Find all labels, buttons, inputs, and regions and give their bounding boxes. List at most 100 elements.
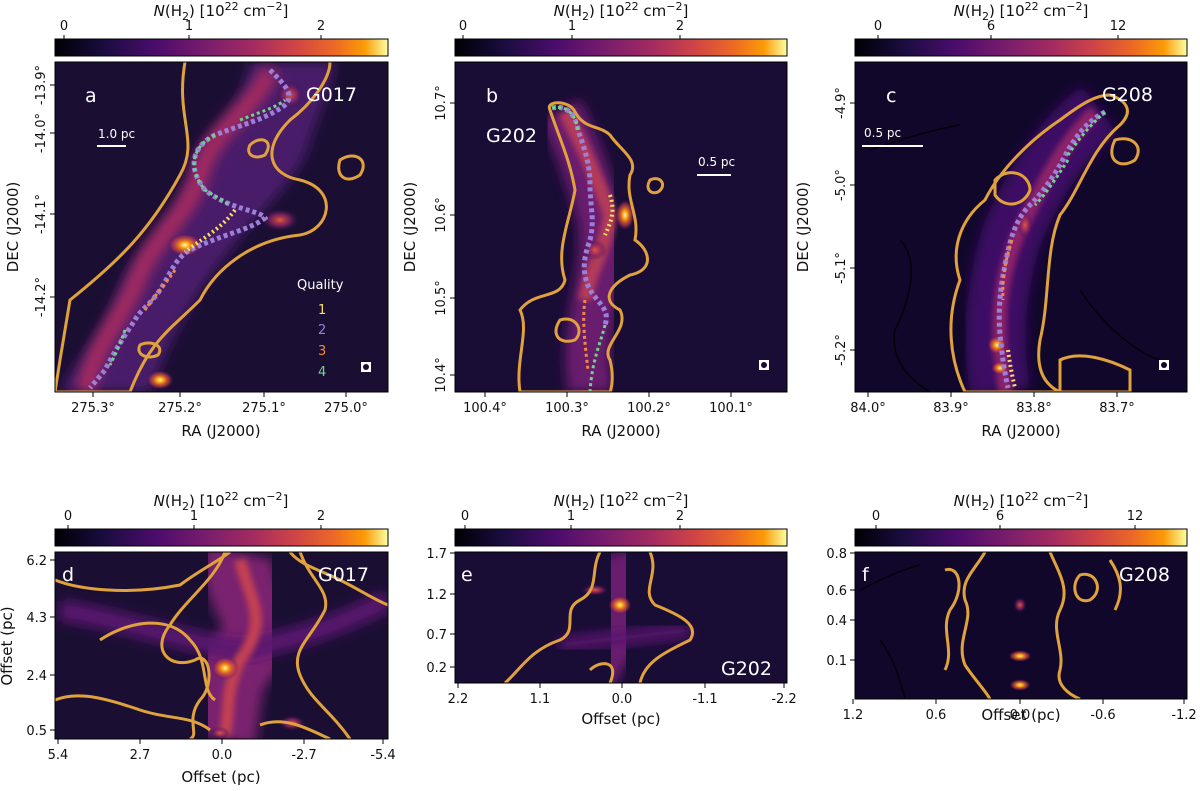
y-tick-label: -14.0°	[34, 113, 49, 153]
x-tick-label: 100.3°	[545, 401, 589, 416]
y-ticks-b: 10.7° 10.6° 10.5° 10.4°	[434, 85, 455, 393]
x-tick-label: -5.4	[370, 748, 395, 763]
scalebar-a: 1.0 pc	[97, 127, 135, 147]
panel-f: N(H2) [1022 cm−2] 0 6 12 f G208 1.2 0.6 0.0 -…	[826, 490, 1196, 724]
x-tick-label: 0.0	[212, 748, 233, 763]
y-ticks-f: 0.8 0.6 0.4 0.1	[826, 547, 855, 669]
panel-letter-f: f	[862, 564, 870, 586]
map-e	[455, 552, 787, 683]
x-tick-label: 83.9°	[933, 401, 968, 416]
legend-entry-3: 3	[318, 344, 326, 359]
panel-a: N(H2) [1022 cm−2] 0 1 2 a G017	[4, 0, 389, 440]
colorbar-tick-label: 6	[987, 19, 995, 34]
colorbar-d	[54, 528, 389, 547]
y-ticks-c: -4.9° -5.0° -5.1° -5.2°	[834, 87, 855, 366]
colorbar-label-a: N(H2) [1022 cm−2]	[154, 0, 289, 23]
x-axis-label-b: RA (J2000)	[581, 422, 660, 440]
x-ticks-a: 275.3° 275.2° 275.1° 275.0°	[71, 392, 368, 416]
colorbar-tick-label: 0	[60, 19, 68, 34]
panel-name-d: G017	[318, 564, 369, 586]
colorbar-tick-label: 0	[459, 19, 467, 34]
y-tick-label: 6.2	[26, 554, 47, 569]
panel-c: N(H2) [1022 cm−2] 0 6 12 c G208 0	[794, 0, 1188, 440]
panel-d: N(H2) [1022 cm−2] 0 1 2 d G017 5.4 2.7 0.0 -2…	[0, 490, 396, 786]
x-tick-label: 1.1	[530, 692, 551, 707]
x-tick-label: 83.7°	[1099, 401, 1134, 416]
y-axis-label-c: DEC (J2000)	[794, 182, 812, 273]
x-tick-label: 2.7	[130, 748, 151, 763]
panel-name-a: G017	[306, 84, 357, 106]
colorbar-b	[454, 38, 788, 57]
x-tick-label: 275.0°	[324, 401, 368, 416]
y-tick-label: -4.9°	[834, 87, 849, 119]
x-tick-label: 100.4°	[463, 401, 507, 416]
y-tick-label: 2.4	[26, 669, 47, 684]
x-tick-label: -2.2	[771, 692, 796, 707]
map-d	[55, 552, 388, 739]
map-f	[855, 552, 1187, 699]
legend-entry-1: 1	[318, 303, 326, 318]
x-tick-label: -1.2	[1171, 708, 1196, 723]
x-ticks-f: 1.2 0.6 0.0 -0.6 -1.2	[843, 699, 1197, 723]
panel-letter-b: b	[486, 85, 498, 107]
scalebar-b: 0.5 pc	[697, 155, 735, 176]
panel-name-e: G202	[721, 658, 772, 680]
svg-text:0.5 pc: 0.5 pc	[698, 155, 735, 169]
x-tick-label: 1.2	[843, 708, 864, 723]
x-tick-label: -0.6	[1090, 708, 1115, 723]
y-tick-label: 0.7	[426, 628, 447, 643]
colorbar-tick-label: 2	[317, 509, 325, 524]
x-tick-label: 2.2	[448, 692, 469, 707]
colorbar-tick-label: 2	[676, 509, 684, 524]
x-axis-label-e: Offset (pc)	[581, 710, 660, 728]
colorbar-tick-label: 1	[568, 19, 576, 34]
legend-entry-2: 2	[318, 323, 326, 338]
colorbar-f	[854, 528, 1188, 547]
y-tick-label: 10.6°	[434, 197, 449, 232]
map-c	[855, 62, 1187, 392]
colorbar-tick-label: 12	[1127, 509, 1144, 524]
legend-a: Quality 1 2 3 4	[297, 278, 344, 380]
svg-text:0.5 pc: 0.5 pc	[864, 126, 901, 140]
colorbar-a	[54, 38, 389, 57]
colorbar-tick-label: 6	[996, 509, 1004, 524]
colorbar-ticks-f: 0 6 12	[872, 509, 1143, 529]
colorbar-tick-label: 0	[872, 509, 880, 524]
y-tick-label: -14.1°	[34, 194, 49, 234]
x-ticks-c: 84.0° 83.9° 83.8° 83.7°	[850, 392, 1135, 416]
y-ticks-d: 6.2 4.3 2.4 0.5	[26, 554, 55, 739]
y-ticks-a: -13.9° -14.0° -14.1° -14.2°	[34, 65, 55, 317]
colorbar-tick-label: 1	[190, 509, 198, 524]
panel-name-f: G208	[1119, 564, 1170, 586]
y-tick-label: -5.2°	[834, 334, 849, 366]
colorbar-label-f: N(H2) [1022 cm−2]	[954, 490, 1089, 513]
y-tick-label: 0.4	[826, 614, 847, 629]
x-tick-label: 83.8°	[1016, 401, 1051, 416]
x-ticks-b: 100.4° 100.3° 100.2° 100.1°	[463, 392, 753, 416]
colorbar-ticks-c: 0 6 12	[874, 19, 1126, 39]
x-tick-label: 275.1°	[242, 401, 286, 416]
panel-letter-d: d	[62, 564, 74, 586]
y-tick-label: 0.2	[426, 661, 447, 676]
colorbar-label-c: N(H2) [1022 cm−2]	[954, 0, 1089, 23]
y-tick-label: -14.2°	[34, 277, 49, 317]
x-tick-label: 84.0°	[850, 401, 885, 416]
y-tick-label: -5.1°	[834, 252, 849, 284]
map-a	[55, 62, 388, 392]
x-axis-label-a: RA (J2000)	[181, 422, 260, 440]
panel-letter-c: c	[886, 85, 896, 107]
y-axis-label-b: DEC (J2000)	[401, 182, 419, 273]
x-tick-label: 0.0	[612, 692, 633, 707]
y-tick-label: 0.5	[26, 724, 47, 739]
x-axis-label-d: Offset (pc)	[181, 768, 260, 786]
svg-text:1.0 pc: 1.0 pc	[98, 127, 135, 141]
x-ticks-e: 2.2 1.1 0.0 -1.1 -2.2	[448, 683, 797, 707]
x-axis-label-f: Offset (pc)	[981, 706, 1060, 724]
colorbar-e	[454, 528, 788, 547]
colorbar-tick-label: 0	[64, 509, 72, 524]
y-tick-label: 1.7	[426, 547, 447, 562]
x-ticks-d: 5.4 2.7 0.0 -2.7 -5.4	[48, 739, 396, 763]
